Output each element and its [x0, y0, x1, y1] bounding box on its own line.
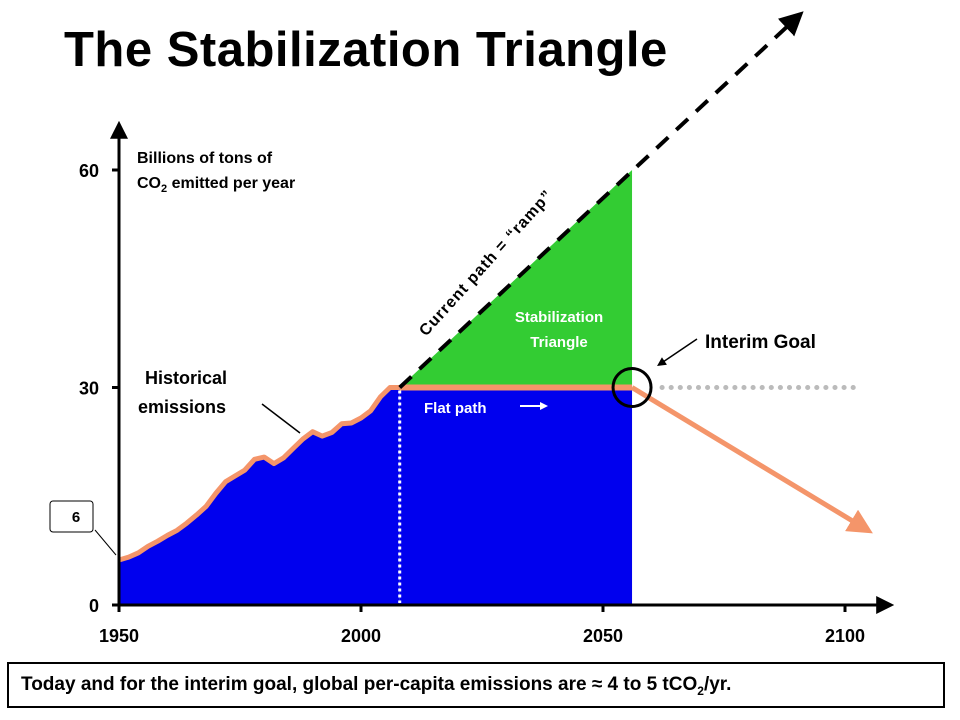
decline-path-arrow	[630, 385, 873, 534]
triangle-label-line2: Triangle	[530, 334, 588, 351]
footer-text: Today and for the interim goal, global p…	[21, 674, 698, 695]
footer-note: Today and for the interim goal, global p…	[7, 662, 945, 708]
flat-path-area	[399, 387, 633, 605]
x-tick-label: 2100	[825, 626, 865, 646]
stabilization-triangle	[399, 170, 633, 388]
y-axis-label-line2: CO2 emitted per year	[137, 175, 295, 195]
historical-emissions-line	[118, 385, 400, 563]
y-tick-labels: 0 30 60	[79, 161, 99, 616]
footer-tail: /yr.	[703, 674, 732, 695]
x-tick-labels: 1950 2000 2050 2100	[99, 626, 865, 646]
y-tick-label: 0	[89, 596, 99, 616]
footer-subscript: 2	[697, 683, 704, 698]
historical-label-line2: emissions	[138, 397, 226, 417]
flat-path-label: Flat path	[424, 400, 487, 417]
interim-goal-label: Interim Goal	[705, 332, 816, 353]
callout-value: 6	[72, 509, 80, 526]
historical-emissions-area	[119, 387, 400, 605]
x-tick-label: 2050	[583, 626, 623, 646]
y-tick-label: 30	[79, 379, 99, 399]
x-tick-label: 1950	[99, 626, 139, 646]
historical-label-line1: Historical	[145, 368, 227, 388]
callout-pointer-line	[94, 529, 117, 556]
chart-title: The Stabilization Triangle	[64, 23, 668, 77]
stabilization-chart: 0 30 60 1950 2000 2050 2100 Billions of tons …	[49, 11, 895, 646]
flat-path-arrowhead	[540, 402, 548, 410]
x-tick-marks	[117, 604, 847, 612]
triangle-label-line1: Stabilization	[515, 309, 603, 326]
y-axis-label-line1: Billions of tons of	[137, 150, 273, 167]
historical-pointer-line	[261, 403, 301, 434]
interim-goal-circle	[611, 367, 653, 408]
current-path-ramp-line	[398, 11, 804, 389]
callout-box	[49, 500, 94, 533]
x-tick-label: 2000	[341, 626, 381, 646]
y-tick-label: 60	[79, 161, 99, 181]
interim-goal-pointer-line	[657, 338, 698, 367]
